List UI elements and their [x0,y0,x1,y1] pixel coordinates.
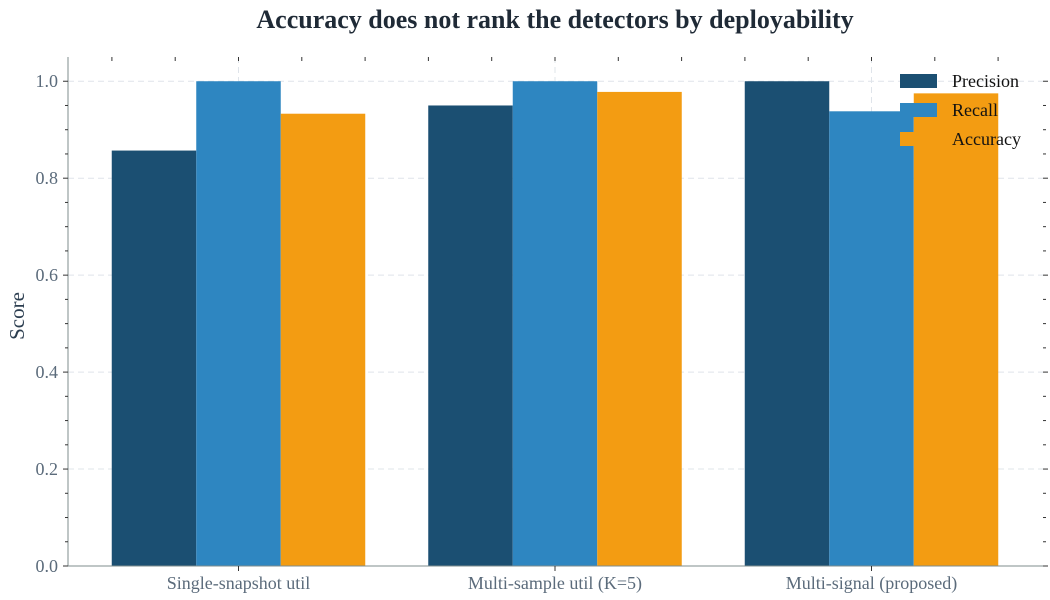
bar-precision [428,105,513,566]
legend-swatch [900,132,937,146]
legend-label: Recall [952,100,998,120]
x-tick-label: Multi-sample util (K=5) [468,573,642,594]
y-tick-label: 0.8 [36,168,59,188]
x-tick-label: Multi-signal (proposed) [786,573,957,594]
ticks [63,57,1048,571]
chart-title: Accuracy does not rank the detectors by … [256,5,854,34]
bars [111,81,999,567]
y-tick-label: 0.6 [36,265,59,285]
y-tick-label: 1.0 [36,71,59,91]
bar-accuracy [913,93,999,566]
y-tick-label: 0.2 [36,459,59,479]
bar-recall [829,111,914,566]
x-tick-label: Single-snapshot util [167,573,311,593]
legend-swatch [900,103,937,117]
y-tick-label: 0.4 [36,362,59,382]
bar-recall [512,81,598,566]
legend-label: Accuracy [952,129,1021,149]
bar-precision [744,81,830,566]
legend-swatch [900,74,937,88]
legend: Precision Recall Accuracy [900,71,1021,149]
bar-recall [196,81,281,566]
y-axis-label: Score [5,292,29,340]
bar-accuracy [280,113,366,567]
y-tick-label: 0.0 [36,556,59,576]
bar-precision [111,150,197,566]
legend-label: Precision [952,71,1019,91]
bar-accuracy [597,91,682,566]
tick-labels: 0.0 0.2 0.4 0.6 0.8 1.0 Single-snapshot util Mu… [36,71,958,594]
